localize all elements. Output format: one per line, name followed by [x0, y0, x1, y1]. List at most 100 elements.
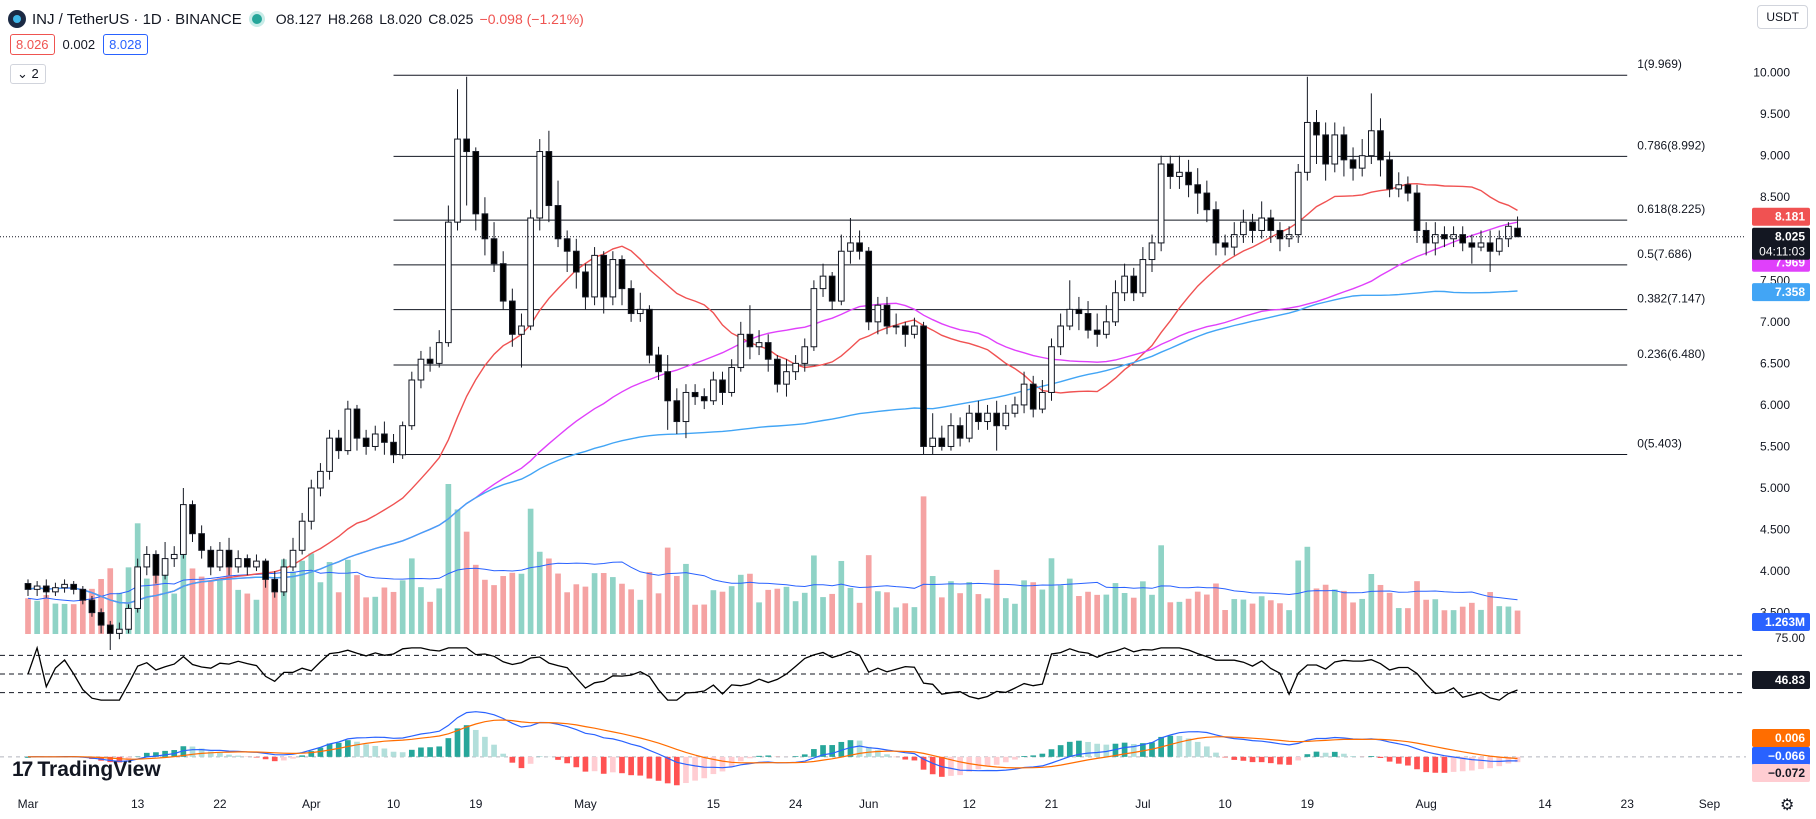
candle-body: [143, 553, 151, 568]
volume-bar: [938, 597, 945, 634]
volume-label: 1.263M: [1765, 615, 1805, 629]
currency-selector[interactable]: USDT: [1757, 5, 1808, 29]
macd-histogram-bar: [436, 746, 443, 757]
volume-bar: [975, 594, 982, 634]
candle-body: [1230, 234, 1238, 248]
candle-body: [582, 271, 589, 298]
volume-bar: [34, 600, 40, 634]
volume-bar: [774, 588, 781, 634]
indicators-toggle[interactable]: ⌄ 2: [10, 64, 46, 84]
macd-histogram-bar: [408, 749, 415, 757]
volume-bar: [1057, 585, 1064, 634]
volume-bar: [719, 591, 726, 634]
candle-body: [527, 217, 534, 327]
volume-bar: [902, 603, 909, 634]
macd-histogram-bar: [372, 746, 379, 757]
volume-bar: [893, 607, 899, 634]
volume-bar: [25, 598, 31, 634]
candle-body: [335, 437, 343, 452]
macd-histogram-bar: [710, 756, 717, 775]
fibonacci-retracement: 1(9.969) 0.786(8.992) 0.618(8.225) 0.5(7.68…: [393, 57, 1705, 456]
candle-body: [298, 520, 306, 551]
macd-histogram-bar: [829, 745, 836, 757]
sell-price-button[interactable]: 8.026: [10, 34, 55, 55]
macd-histogram-bar: [518, 756, 525, 769]
candle-body: [847, 242, 854, 252]
candle-body: [225, 549, 233, 568]
candle-body: [1139, 259, 1147, 294]
candle-body: [1176, 171, 1183, 177]
volume-bar: [1048, 558, 1055, 634]
macd-histogram-bar: [573, 756, 580, 768]
macd-signal-line: [28, 719, 1518, 769]
quote-row: 8.026 0.002 8.028: [10, 34, 148, 55]
candle-body: [837, 250, 845, 302]
macd-histogram-bar: [600, 756, 607, 774]
rsi-top-tick: 75.00: [1775, 631, 1805, 645]
volume-bar: [628, 589, 634, 634]
volume-bar: [171, 593, 178, 634]
volume-bar: [1295, 560, 1302, 634]
volume-bar: [1377, 584, 1384, 634]
volume-bar: [125, 567, 132, 634]
macd-histogram-bar: [884, 754, 890, 757]
chevron-down-icon: ⌄: [17, 66, 28, 81]
volume-bar: [1158, 545, 1164, 634]
price-tick-label: 9.000: [1760, 149, 1790, 163]
candle-body: [929, 437, 937, 447]
volume-bar: [957, 593, 963, 634]
candle-body: [1413, 192, 1421, 231]
candle-body: [207, 549, 215, 568]
volume-bar: [1286, 610, 1292, 634]
volume-bar: [445, 484, 452, 634]
candle-body: [591, 254, 598, 298]
volume-bar: [564, 592, 570, 634]
macd-histogram-bar: [765, 755, 772, 757]
candlesticks[interactable]: [0, 76, 1746, 650]
date-tick-label: 23: [1621, 797, 1635, 811]
volume-bar: [536, 551, 543, 634]
price-axis[interactable]: 10.0009.5009.0008.5008.0007.5007.0006.50…: [1753, 66, 1790, 620]
date-tick-label: 14: [1538, 797, 1552, 811]
macd-histogram-bar: [290, 756, 296, 759]
macd-histogram-bar: [756, 755, 762, 757]
symbol-title[interactable]: INJ / TetherUS · 1D · BINANCE: [32, 10, 242, 28]
candle-body: [426, 358, 434, 364]
candle-body: [1495, 238, 1503, 252]
macd-histogram-bar: [1121, 742, 1128, 757]
date-tick-label: Jun: [859, 797, 878, 811]
volume-bar: [966, 582, 973, 634]
candle-body: [755, 342, 763, 348]
candle-body: [180, 504, 187, 555]
candle-body: [600, 254, 608, 298]
gear-icon[interactable]: ⚙: [1780, 797, 1795, 814]
volume-bar: [993, 569, 1000, 634]
candle-body: [435, 342, 443, 364]
candle-body: [1157, 163, 1165, 244]
date-tick-label: 13: [131, 797, 145, 811]
candle-body: [271, 578, 279, 593]
candle-body: [490, 238, 498, 265]
volume-bar: [217, 578, 223, 634]
close-value: C8.025: [428, 10, 474, 27]
date-axis[interactable]: Mar 13 22 Apr 10 19 May 15 24 Jun 12 21 Jul 10 19 Aug 14…: [18, 797, 1721, 811]
volume-bar: [1167, 602, 1174, 634]
macd-histogram-bar: [993, 756, 1000, 765]
macd-histogram-bar: [262, 756, 269, 760]
candle-body: [1367, 130, 1375, 157]
volume-bar: [1213, 583, 1219, 634]
volume-bar: [399, 580, 406, 634]
macd-histogram-bar: [1341, 753, 1347, 757]
volume-bar: [838, 560, 845, 634]
macd-histogram-bar: [966, 756, 973, 772]
macd-histogram-bar: [1194, 741, 1201, 757]
volume-bar: [1076, 596, 1082, 634]
tradingview-logo[interactable]: 17 TradingView: [12, 758, 161, 782]
macd-histogram-bar: [308, 751, 315, 757]
candle-body: [1477, 242, 1485, 248]
volume-bar: [354, 575, 360, 634]
candle-body: [1194, 184, 1202, 194]
buy-price-button[interactable]: 8.028: [103, 34, 148, 55]
candle-body: [993, 412, 1000, 427]
